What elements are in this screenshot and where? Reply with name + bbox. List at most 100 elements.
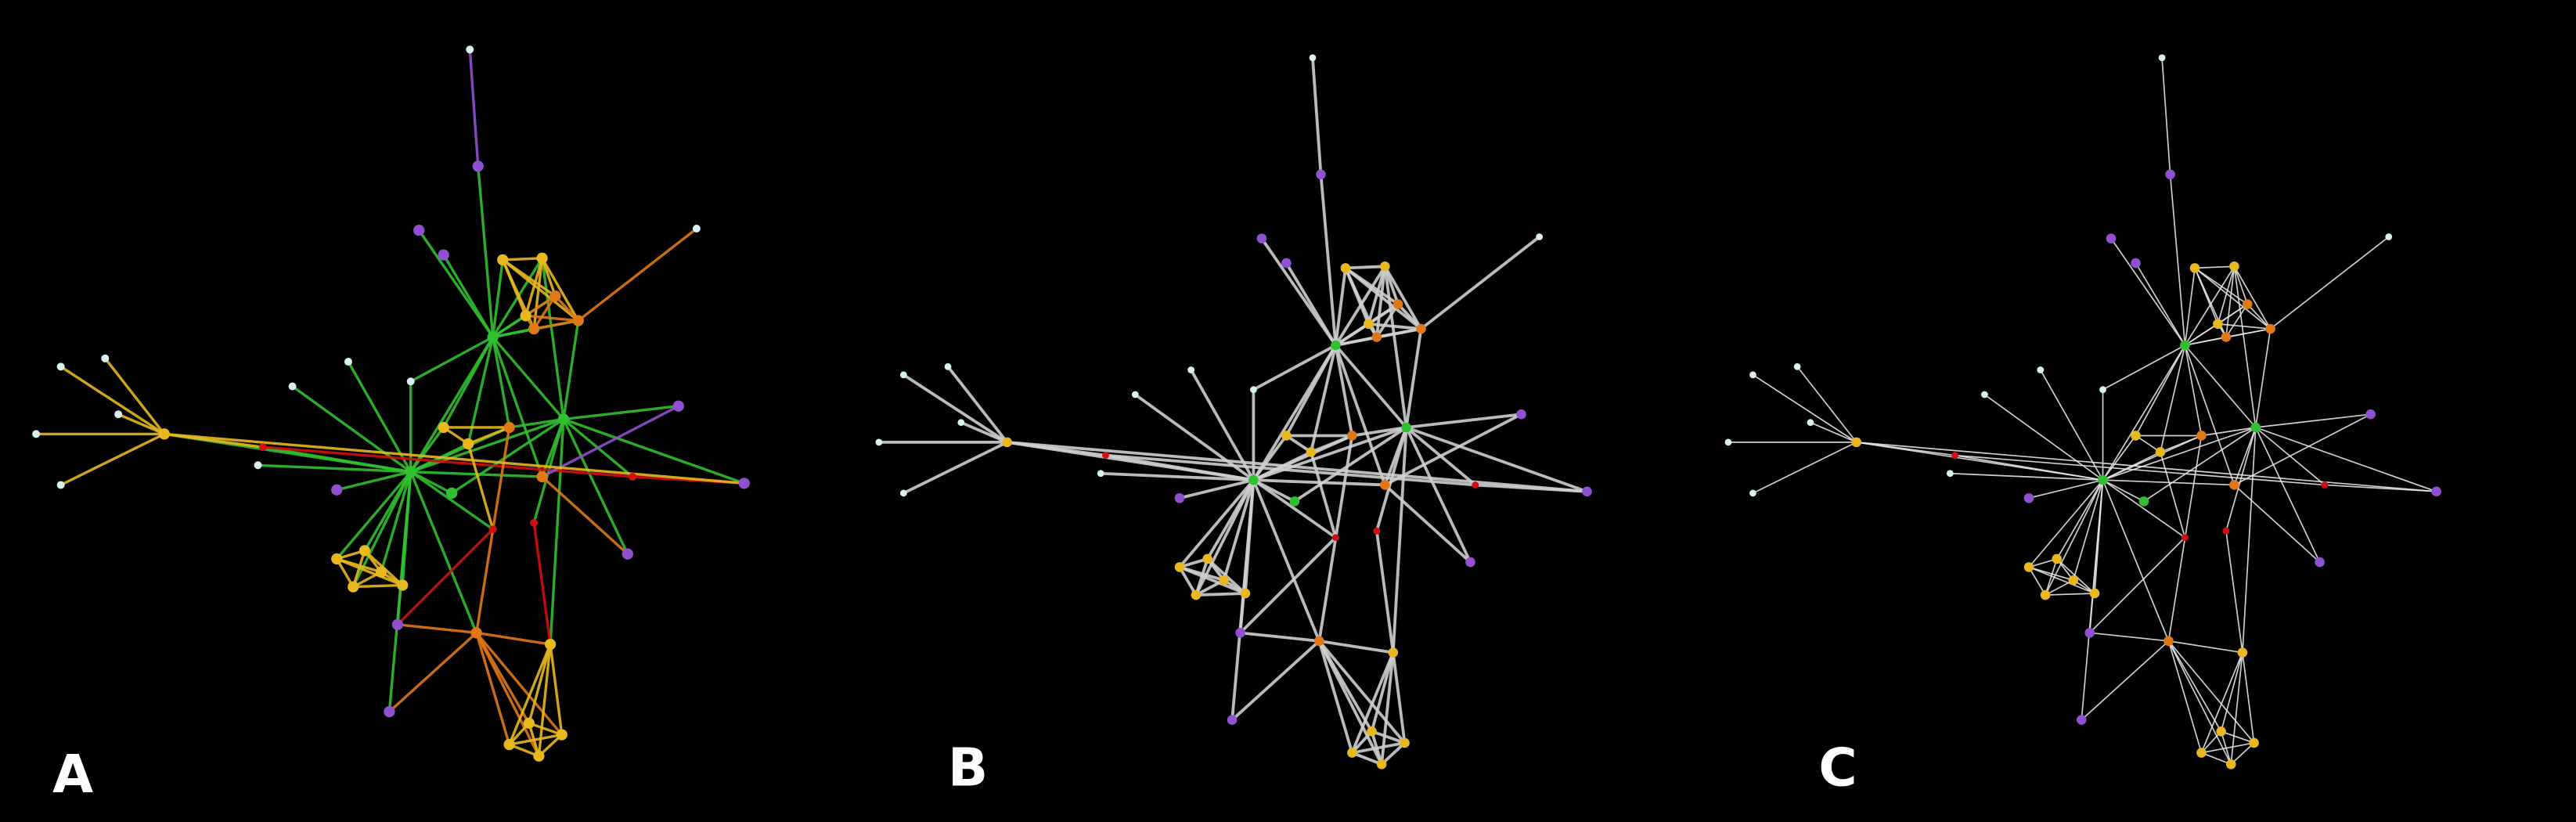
edge [1179, 565, 1246, 595]
edge [1383, 266, 1408, 428]
edge [409, 471, 478, 633]
edge [2102, 344, 2186, 481]
edge [2168, 640, 2243, 654]
edge [475, 632, 511, 745]
node [2250, 422, 2261, 433]
edge [1856, 442, 2437, 492]
node [1002, 437, 1012, 448]
edge [468, 49, 480, 167]
edge [960, 420, 1008, 444]
edge [475, 632, 540, 757]
node [375, 566, 387, 578]
edge [2161, 57, 2171, 175]
edge [1384, 484, 1472, 564]
node [1219, 575, 1229, 586]
node [463, 438, 474, 450]
node [1793, 362, 1801, 370]
node [56, 362, 65, 371]
edge [1391, 652, 1407, 744]
node [2180, 340, 2190, 351]
node [2385, 233, 2393, 240]
edge [475, 632, 564, 736]
edge [1352, 426, 1407, 438]
edge [1334, 344, 1387, 486]
node [397, 579, 409, 591]
edge [2230, 742, 2255, 765]
edge [2028, 479, 2104, 568]
edge [2255, 427, 2437, 492]
edge [1367, 303, 1400, 326]
node [438, 249, 449, 261]
edge [1955, 454, 2103, 481]
edge [397, 623, 477, 635]
node [2242, 299, 2253, 309]
node [1516, 409, 1526, 420]
edge [258, 463, 411, 474]
edge [577, 227, 697, 322]
node [497, 254, 509, 266]
node [2076, 715, 2087, 725]
edge [1252, 344, 1337, 391]
node [2163, 636, 2174, 647]
edge [1370, 730, 1383, 765]
edge [1252, 478, 1337, 539]
edge [2110, 238, 2186, 346]
edge [59, 365, 165, 435]
node [1807, 419, 1814, 427]
edge [524, 258, 544, 316]
node [738, 478, 750, 489]
node [1367, 726, 1377, 737]
edge [1195, 592, 1245, 597]
edge [2167, 640, 2203, 753]
node [348, 581, 359, 593]
edge [1950, 472, 2103, 481]
edge [2160, 452, 2186, 538]
edge [1404, 328, 1423, 428]
edge [2056, 479, 2104, 560]
edge [1352, 741, 1405, 755]
edge [417, 229, 495, 338]
node [530, 518, 539, 527]
edge [492, 336, 565, 420]
node [2229, 480, 2239, 490]
edge [2194, 268, 2219, 325]
node [556, 729, 567, 741]
edge [2072, 479, 2104, 581]
node [1187, 366, 1195, 373]
edge [117, 413, 165, 435]
edge [2135, 344, 2186, 436]
node [438, 421, 449, 434]
edge [442, 336, 495, 428]
edge [451, 418, 564, 495]
node [488, 525, 497, 534]
node [957, 419, 965, 427]
edge [1319, 174, 1338, 346]
node [899, 489, 907, 497]
node [2216, 726, 2226, 737]
node [1373, 527, 1381, 535]
node [405, 466, 416, 478]
edge [475, 632, 531, 724]
edge [2089, 632, 2169, 642]
edge [532, 295, 557, 330]
edge [492, 337, 511, 428]
edge [2254, 427, 2321, 563]
network-a [32, 45, 750, 762]
edge [541, 475, 629, 555]
panel-label: C [1818, 737, 1857, 799]
edge [903, 441, 1008, 495]
edge [1406, 413, 1522, 429]
node [557, 413, 570, 425]
node [2181, 534, 2189, 542]
edge [2081, 480, 2104, 720]
edge [1376, 327, 1421, 339]
edge [409, 336, 494, 383]
edge [2081, 640, 2170, 721]
node [1250, 386, 1257, 394]
edge [2185, 336, 2227, 346]
edge [2195, 265, 2235, 269]
edge [262, 445, 633, 478]
node [2196, 748, 2207, 758]
edge [2102, 479, 2170, 642]
